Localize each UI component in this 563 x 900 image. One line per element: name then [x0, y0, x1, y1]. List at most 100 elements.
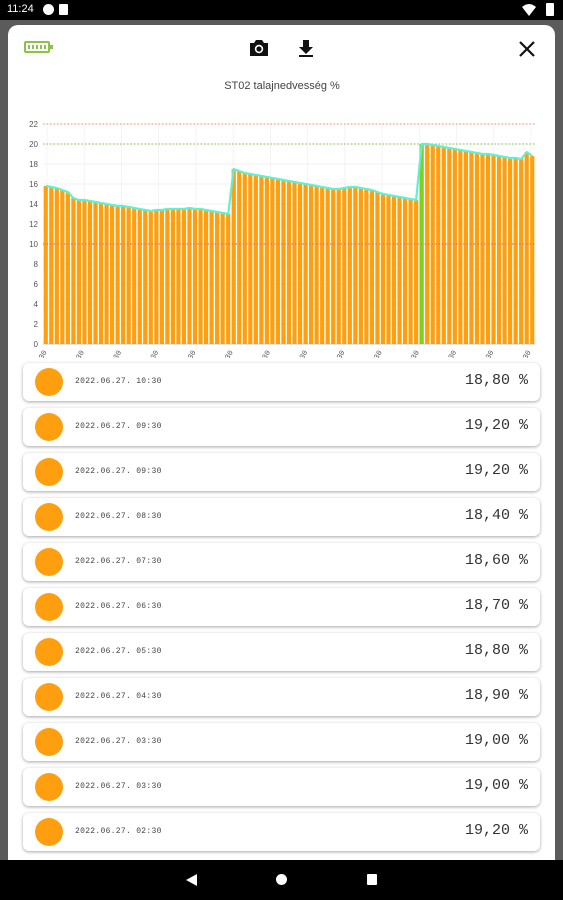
bar — [508, 158, 513, 344]
bar — [369, 190, 375, 344]
home-icon[interactable] — [276, 874, 287, 885]
reading-row[interactable]: 2022.06.27. 07:30 18,60 % — [23, 543, 540, 581]
reading-row[interactable]: 2022.06.27. 09:30 19,20 % — [23, 408, 540, 446]
x-tick-label: 12:30 — [180, 349, 198, 358]
bar — [309, 185, 314, 344]
reading-row[interactable]: 2022.06.27. 03:30 19,00 % — [23, 768, 540, 806]
bar — [181, 209, 187, 344]
threshold-lines — [43, 123, 535, 245]
bar — [530, 156, 535, 344]
reading-date: 2022.06.27. 09:30 — [75, 422, 162, 431]
status-bar: 11:24 — [0, 0, 563, 20]
bar — [237, 171, 242, 344]
bar — [469, 152, 474, 344]
reading-row[interactable]: 2022.06.27. 09:30 19,20 % — [23, 453, 540, 491]
close-icon[interactable] — [517, 39, 537, 59]
bar — [43, 186, 48, 344]
bar — [259, 176, 264, 344]
recents-icon[interactable] — [367, 874, 377, 885]
bar — [165, 209, 170, 344]
x-tick-label: 21:30 — [69, 349, 87, 358]
bar — [132, 208, 137, 344]
reading-row[interactable]: 2022.06.27. 05:30 18,80 % — [23, 633, 540, 671]
bar — [458, 150, 463, 344]
bar — [297, 183, 303, 344]
bar — [170, 209, 176, 344]
x-tick-label: 16:30 — [31, 349, 49, 358]
sensor-detail-card: ST02 talajnedvesség % 0 2 4 6 8 10 12 14 16 18 20 2… — [8, 25, 555, 860]
reading-row[interactable]: 2022.06.27. 03:30 19,00 % — [23, 723, 540, 761]
y-tick-label: 12 — [29, 220, 38, 229]
bar — [342, 188, 347, 344]
reading-row[interactable]: 2022.06.27. 04:30 18,90 % — [23, 678, 540, 716]
reading-row[interactable]: 2022.06.27. 08:30 18,40 % — [23, 498, 540, 536]
bar — [281, 180, 286, 344]
x-tick-label: 22:30 — [255, 349, 273, 358]
status-dot-icon — [35, 683, 63, 711]
bar — [496, 156, 502, 344]
reading-value: 18,40 % — [464, 507, 528, 524]
bar — [292, 182, 297, 344]
y-axis: 0 2 4 6 8 10 12 14 16 18 20 22 — [29, 120, 38, 349]
status-dot-icon — [35, 818, 63, 846]
chart-title: ST02 talajnedvesség % — [224, 80, 340, 92]
bar — [513, 158, 518, 344]
bar — [148, 211, 153, 344]
bar — [314, 186, 319, 344]
reading-date: 2022.06.27. 02:30 — [75, 827, 162, 836]
y-tick-label: 14 — [29, 200, 38, 209]
x-tick-label: 23:30 — [441, 349, 459, 358]
bar — [115, 206, 120, 344]
y-tick-label: 2 — [34, 320, 39, 329]
bar — [347, 187, 352, 344]
bar — [375, 192, 380, 344]
moisture-chart: ST02 talajnedvesség % 0 2 4 6 8 10 12 14 16 18 20 2… — [29, 80, 535, 358]
y-tick-label: 4 — [34, 300, 39, 309]
battery-icon — [24, 41, 53, 53]
bar — [71, 198, 76, 344]
camera-icon[interactable] — [248, 38, 270, 58]
bar — [154, 210, 159, 344]
bar — [220, 213, 225, 344]
bar — [480, 154, 485, 344]
reading-row[interactable]: 2022.06.27. 10:30 18,80 % — [23, 363, 540, 401]
bar — [187, 208, 192, 344]
bar — [358, 188, 363, 344]
bar — [380, 194, 386, 344]
y-tick-label: 8 — [34, 260, 39, 269]
reading-value: 19,00 % — [464, 732, 528, 749]
reading-value: 18,80 % — [464, 642, 528, 659]
bar — [474, 153, 480, 344]
wifi-icon — [522, 4, 536, 16]
bar — [54, 188, 59, 344]
bar — [159, 210, 164, 344]
x-tick-label: 18:30 — [404, 349, 422, 358]
status-dot-icon — [35, 728, 63, 756]
download-icon[interactable] — [296, 38, 316, 58]
reading-row[interactable]: 2022.06.27. 02:30 19,20 % — [23, 813, 540, 851]
bar — [502, 157, 507, 344]
bar — [49, 187, 54, 344]
back-icon[interactable] — [186, 874, 197, 886]
reading-row[interactable]: 2022.06.27. 06:30 18,70 % — [23, 588, 540, 626]
bar — [121, 206, 126, 344]
status-dot-icon — [35, 413, 63, 441]
bar — [264, 177, 269, 344]
x-tick-label: 04:30 — [478, 349, 496, 358]
status-time: 11:24 — [7, 3, 34, 15]
bar — [110, 205, 115, 344]
bar — [226, 214, 231, 344]
x-tick-label: 02:30 — [106, 349, 124, 358]
bar — [253, 175, 258, 344]
status-dot-icon — [35, 638, 63, 666]
bar — [98, 203, 104, 344]
bar — [209, 211, 214, 344]
trend-line — [45, 142, 533, 216]
bar — [248, 174, 253, 344]
bar — [364, 189, 369, 344]
bar — [320, 187, 325, 344]
bar — [463, 151, 468, 344]
status-dot-icon — [35, 548, 63, 576]
bar — [176, 209, 181, 344]
bar — [441, 147, 446, 344]
